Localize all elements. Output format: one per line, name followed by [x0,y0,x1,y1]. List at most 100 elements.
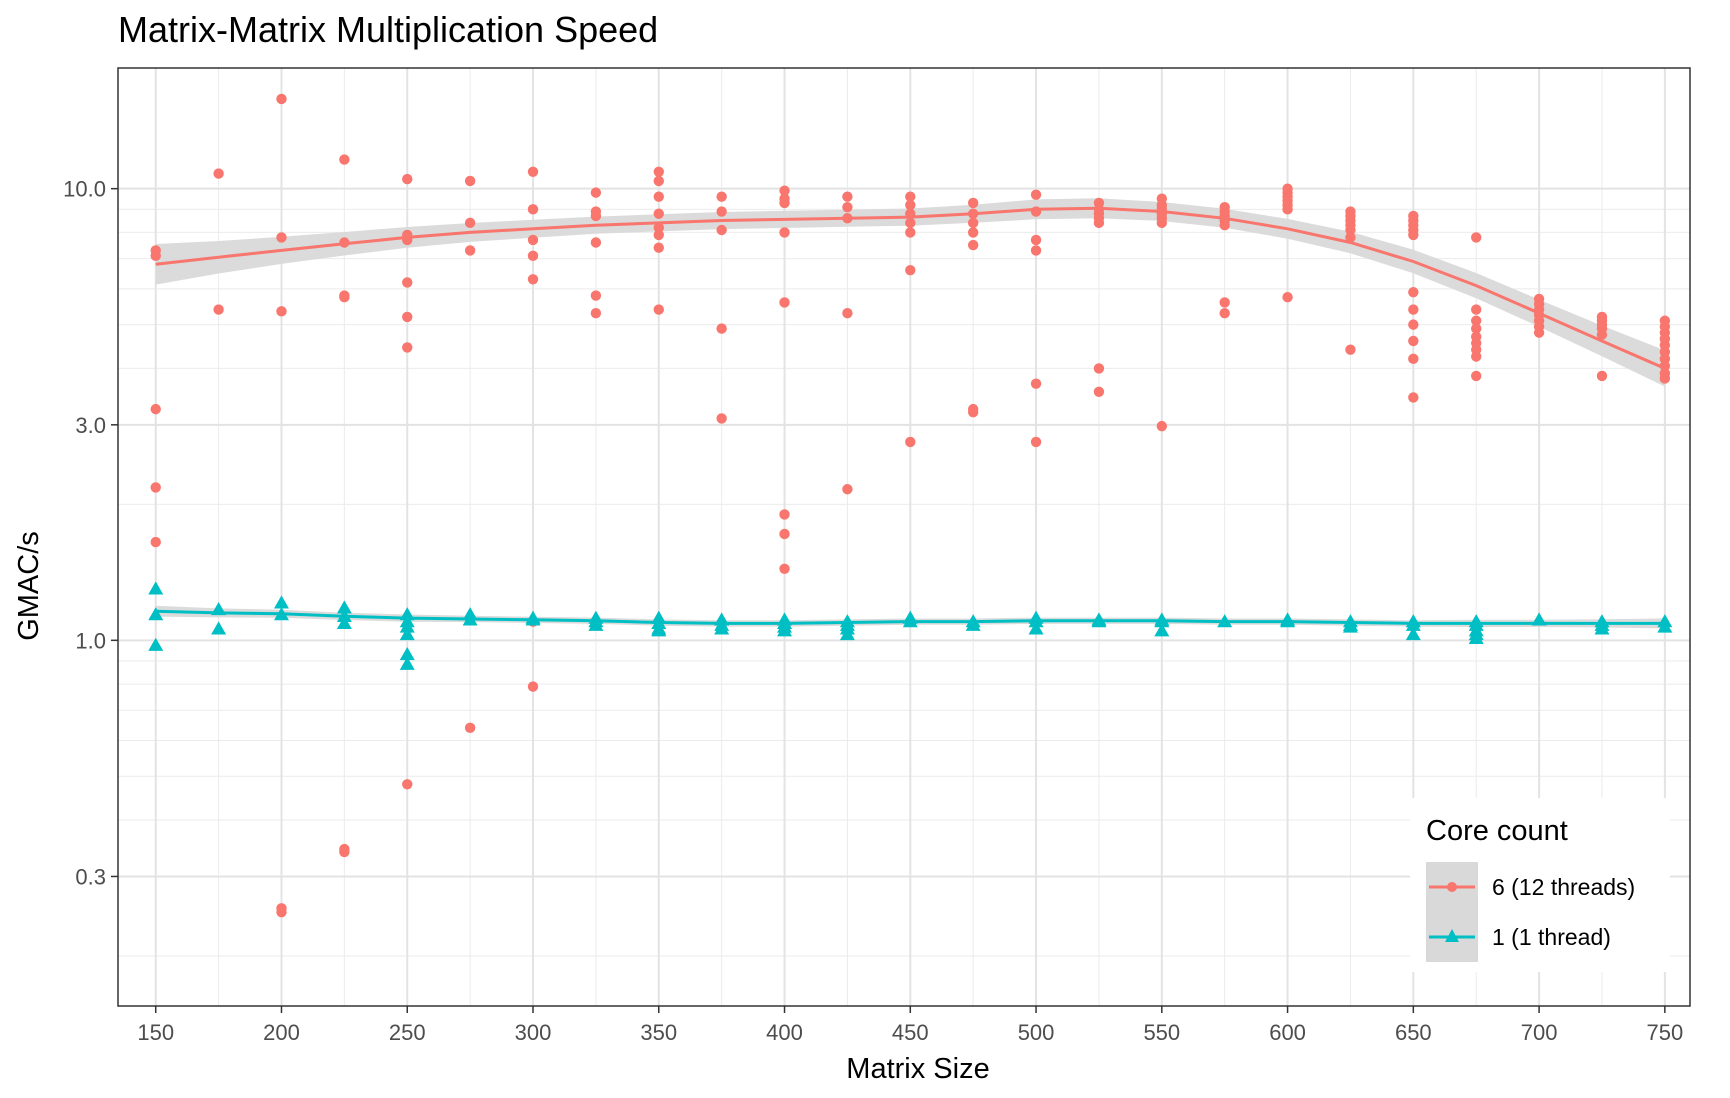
point-multi [842,191,853,202]
point-multi [716,206,727,217]
chart-title: Matrix-Matrix Multiplication Speed [118,9,658,50]
point-multi [590,210,602,222]
point-multi [1030,189,1042,200]
point-multi [339,292,350,303]
point-multi [339,154,350,165]
smooth-line-multi [155,206,1666,370]
smooth-line-single [155,609,1665,625]
point-multi [339,846,350,858]
point-multi [527,274,539,285]
point-multi [1219,220,1230,231]
y-axis-ticks: 0.3 1.0 3.0 10.0 [63,177,118,889]
point-multi [276,306,287,317]
y-tick-label: 1.0 [75,628,106,653]
point-single [273,595,289,609]
point-multi [1596,329,1608,340]
point-multi [1219,307,1230,319]
point-multi [527,166,539,177]
point-single [1154,623,1170,637]
point-multi [779,528,790,540]
point-multi [1533,327,1545,338]
point-multi [1659,373,1671,384]
point-multi [716,191,727,202]
point-single [651,623,667,637]
x-tick-label: 700 [1521,1020,1558,1045]
point-multi [464,722,476,734]
smooth-lines [155,206,1666,625]
point-multi [653,208,664,219]
point-multi [1408,229,1419,241]
point-multi [653,304,664,315]
point-multi [1030,436,1042,448]
point-multi [779,297,790,308]
x-tick-label: 250 [389,1020,426,1045]
x-tick-label: 200 [263,1020,300,1045]
point-multi [1471,304,1482,315]
point-multi [150,536,161,548]
point-single [1342,619,1358,633]
x-tick-label: 650 [1395,1020,1432,1045]
point-multi [150,403,161,415]
point-multi [1408,319,1419,330]
point-multi [590,307,602,319]
point-multi [1282,204,1293,215]
x-tick-label: 750 [1646,1020,1683,1045]
x-tick-label: 350 [640,1020,677,1045]
point-single [148,607,164,621]
x-tick-label: 600 [1269,1020,1306,1045]
legend-label-multi: 6 (12 threads) [1492,874,1635,900]
point-multi [653,229,664,241]
x-tick-label: 550 [1143,1020,1180,1045]
point-multi [1471,323,1482,334]
point-single [399,656,415,670]
point-multi [1093,217,1105,229]
point-multi [276,903,287,914]
legend-label-single: 1 (1 thread) [1492,924,1611,950]
point-multi [527,204,539,215]
point-multi [402,342,413,353]
x-tick-label: 450 [892,1020,929,1045]
point-multi [1471,232,1482,243]
point-multi [213,304,224,315]
point-single [399,619,415,633]
point-single [148,637,164,651]
point-multi [1282,292,1293,303]
point-multi [1408,335,1419,347]
legend-title: Core count [1426,815,1568,847]
legend: Core count 6 (12 threads) 1 (1 thread) [1410,798,1670,972]
point-multi [1093,363,1105,374]
point-multi [967,239,979,251]
point-multi [1345,232,1356,243]
point-multi [905,227,916,238]
point-multi [842,307,853,319]
point-multi [905,217,916,229]
point-single [588,617,604,631]
point-multi [590,237,602,248]
grid-minor [118,68,1690,1006]
x-axis-ticks: 150 200 250 300 350 400 450 500 550 600 650 700 750 [137,1006,1683,1045]
point-multi [464,175,476,187]
point-multi [842,484,853,495]
legend-key-multi [1426,862,1478,912]
point-multi [276,232,287,243]
legend-key-single-marker [1445,929,1459,942]
point-single [839,627,855,641]
x-tick-label: 150 [137,1020,174,1045]
point-multi [1471,351,1482,362]
point-multi [779,197,790,209]
point-single [336,600,352,614]
x-tick-label: 300 [515,1020,552,1045]
point-multi [1659,353,1671,365]
point-multi [653,191,664,202]
point-multi [779,563,790,574]
point-multi [905,436,916,448]
point-multi [1408,353,1419,365]
point-multi [590,290,602,301]
point-multi [653,166,664,177]
point-multi [716,323,727,334]
point-multi [464,245,476,256]
point-multi [653,242,664,253]
point-multi [276,93,287,105]
y-axis-title: GMAC/s [13,531,45,641]
point-multi [402,779,413,790]
